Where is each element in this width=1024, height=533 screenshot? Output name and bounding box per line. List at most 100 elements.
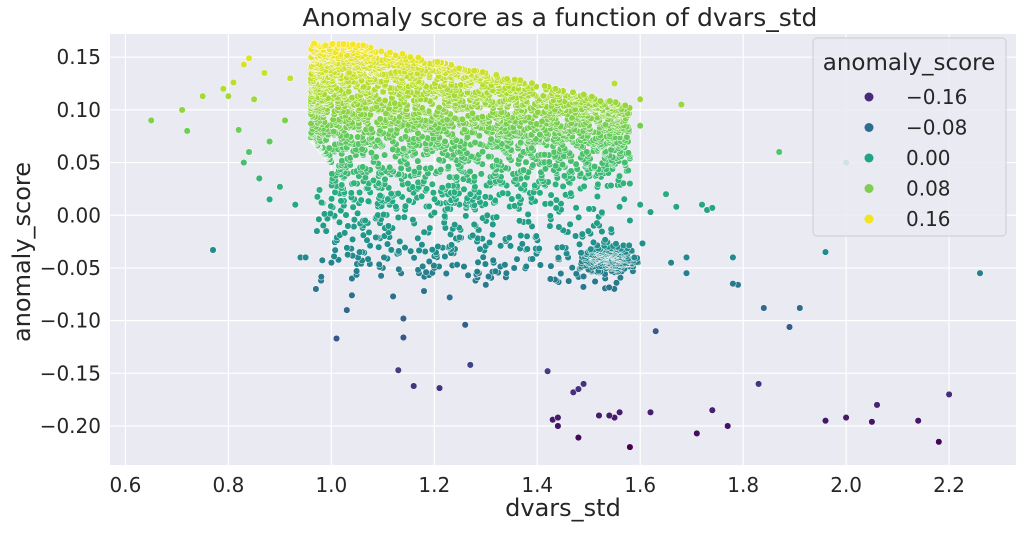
legend-box [812, 37, 1007, 237]
scatter-point [521, 181, 529, 189]
scatter-point [381, 175, 389, 183]
scatter-point [565, 277, 573, 285]
scatter-point [349, 203, 357, 211]
scatter-point [554, 422, 562, 430]
scatter-point [497, 242, 505, 250]
scatter-point [976, 269, 984, 277]
scatter-point [434, 58, 442, 66]
scatter-point [517, 139, 525, 147]
scatter-point [446, 293, 454, 301]
scatter-point [428, 246, 436, 254]
scatter-point [357, 196, 365, 204]
scatter-point [431, 195, 439, 203]
scatter-point [515, 217, 524, 225]
y-tick-label: −0.15 [40, 361, 101, 385]
scatter-point [313, 193, 321, 201]
scatter-point [321, 41, 329, 50]
scatter-point [383, 240, 392, 248]
y-axis-ticks: −0.20 −0.15 −0.10 −0.05 0.00 0.05 0.10 0.15 [40, 45, 101, 438]
y-tick-label: −0.20 [40, 414, 101, 438]
scatter-point [410, 168, 419, 176]
scatter-point [331, 188, 339, 196]
scatter-point [729, 280, 737, 288]
scatter-point [914, 417, 922, 425]
scatter-point [219, 85, 227, 93]
scatter-point [477, 170, 485, 178]
scatter-point [315, 186, 324, 194]
scatter-point [317, 198, 326, 207]
scatter-point [386, 48, 394, 57]
scatter-point [554, 414, 562, 422]
scatter-point [428, 180, 436, 188]
scatter-point [349, 235, 357, 243]
scatter-point [479, 253, 487, 261]
scatter-point [322, 227, 330, 235]
scatter-point [229, 78, 238, 87]
scatter-point [555, 223, 563, 231]
scatter-point [513, 255, 521, 263]
scatter-point [575, 213, 583, 221]
scatter-point [344, 222, 352, 230]
scatter-point [444, 205, 452, 213]
scatter-point [551, 85, 560, 93]
scatter-point [821, 417, 830, 425]
scatter-point [636, 95, 644, 103]
scatter-point [545, 158, 553, 166]
scatter-point [587, 245, 595, 253]
scatter-point [209, 246, 217, 254]
scatter-point [442, 269, 450, 278]
scatter-point [386, 163, 394, 171]
scatter-point [588, 93, 596, 101]
scatter-point [372, 153, 380, 161]
scatter-point [760, 304, 768, 312]
scatter-point [510, 264, 518, 272]
scatter-point [453, 261, 461, 269]
scatter-point [354, 209, 362, 217]
scatter-point [523, 232, 531, 240]
scatter-point [415, 164, 423, 172]
scatter-point [381, 151, 389, 159]
scatter-point [359, 163, 367, 171]
scatter-point [374, 136, 382, 144]
scatter-point [235, 126, 243, 134]
scatter-point [327, 259, 335, 267]
scatter-point [312, 285, 320, 293]
scatter-point [414, 157, 422, 165]
scatter-point [418, 192, 426, 200]
scatter-point [392, 203, 400, 211]
scatter-point [455, 64, 463, 72]
scatter-point [672, 203, 680, 211]
scatter-point [522, 262, 530, 271]
scatter-point [414, 53, 422, 62]
scatter-point [313, 227, 321, 235]
scatter-point [873, 401, 881, 409]
scatter-point [601, 236, 609, 244]
scatter-point [372, 233, 380, 241]
scatter-point [418, 241, 426, 249]
scatter-point [569, 388, 577, 396]
scatter-point [572, 204, 580, 212]
x-tick-label: 1.2 [418, 473, 450, 497]
scatter-point [361, 216, 369, 225]
scatter-point [400, 213, 408, 221]
scatter-point [466, 361, 474, 369]
x-tick-label: 2.2 [933, 473, 965, 497]
scatter-point [605, 411, 613, 420]
scatter-point [519, 166, 528, 174]
scatter-point [517, 232, 525, 240]
scatter-point [245, 54, 253, 62]
scatter-point [363, 236, 371, 244]
scatter-point [409, 216, 417, 224]
scatter-point [575, 240, 584, 248]
chart-title: Anomaly score as a function of dvars_std [303, 3, 818, 32]
scatter-point [493, 213, 501, 221]
scatter-point [302, 253, 310, 261]
legend-entries: −0.16 −0.08 0.00 0.08 0.16 [864, 85, 967, 231]
scatter-point [708, 204, 716, 212]
scatter-point [356, 248, 364, 256]
scatter-point [341, 229, 349, 237]
scatter-point [636, 122, 644, 130]
scatter-point [401, 244, 409, 252]
scatter-point [435, 156, 443, 164]
scatter-point [399, 50, 407, 58]
